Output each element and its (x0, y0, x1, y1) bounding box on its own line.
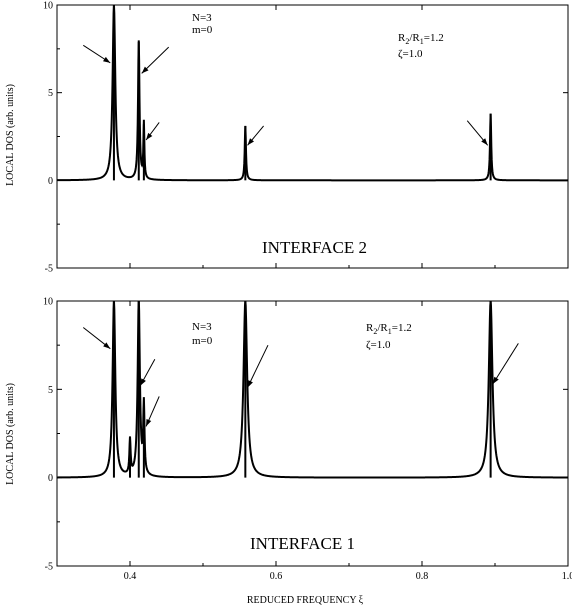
arrow-line (247, 344, 269, 388)
arrow-head (103, 342, 111, 349)
panel-1-m-label: m=0 (192, 335, 213, 347)
panel-interface-2: N=3 m=0 R2/R1=1.2 ζ=1.0 INTERFACE 2 LOCA… (5, 1, 569, 275)
y-tick-label: -5 (45, 264, 53, 275)
panel-1-n-label: N=3 (192, 321, 212, 333)
arrow-head (140, 378, 146, 386)
panel-1-ratio-label: R2/R1=1.2 (366, 322, 412, 336)
dos-curve-1 (57, 301, 568, 479)
arrow-head (247, 380, 253, 388)
x-tick-label: 0.8 (416, 571, 429, 582)
panel-0-n-label: N=3 (192, 12, 212, 24)
arrow-head (146, 132, 153, 141)
panel-interface-1: N=3 m=0 R2/R1=1.2 ζ=1.0 INTERFACE 1 LOCA… (5, 297, 572, 607)
x-axis-label: REDUCED FREQUENCY ξ (247, 595, 364, 606)
panel-1-zeta-label: ζ=1.0 (366, 339, 391, 351)
arrow-head (492, 376, 499, 385)
arrow-head (481, 138, 488, 146)
y-tick-label: 10 (43, 297, 53, 308)
x-tick-label: 1.0 (562, 571, 572, 582)
panel-1-y-axis-label: LOCAL DOS (arb. units) (5, 383, 16, 485)
y-tick-label: 5 (48, 88, 53, 99)
y-tick-label: 5 (48, 385, 53, 396)
panel-0-interface-label: INTERFACE 2 (262, 238, 367, 257)
panel-0-y-axis-label: LOCAL DOS (arb. units) (5, 84, 16, 186)
arrow-line (492, 343, 519, 385)
y-tick-label: 0 (48, 473, 53, 484)
x-tick-label: 0.4 (124, 571, 137, 582)
arrow-head (141, 66, 149, 74)
panel-0-m-label: m=0 (192, 24, 213, 36)
y-tick-label: -5 (45, 562, 53, 573)
panel-0-ratio-label: R2/R1=1.2 (398, 32, 444, 46)
arrow-head (247, 138, 255, 146)
arrow-head (103, 56, 111, 63)
panel-0-zeta-label: ζ=1.0 (398, 48, 423, 60)
panel-1-interface-label: INTERFACE 1 (250, 534, 355, 553)
y-tick-label: 0 (48, 176, 53, 187)
dos-curve-0 (57, 5, 568, 182)
arrow-head (146, 418, 152, 427)
x-tick-label: 0.6 (270, 571, 283, 582)
y-tick-label: 10 (43, 1, 53, 12)
